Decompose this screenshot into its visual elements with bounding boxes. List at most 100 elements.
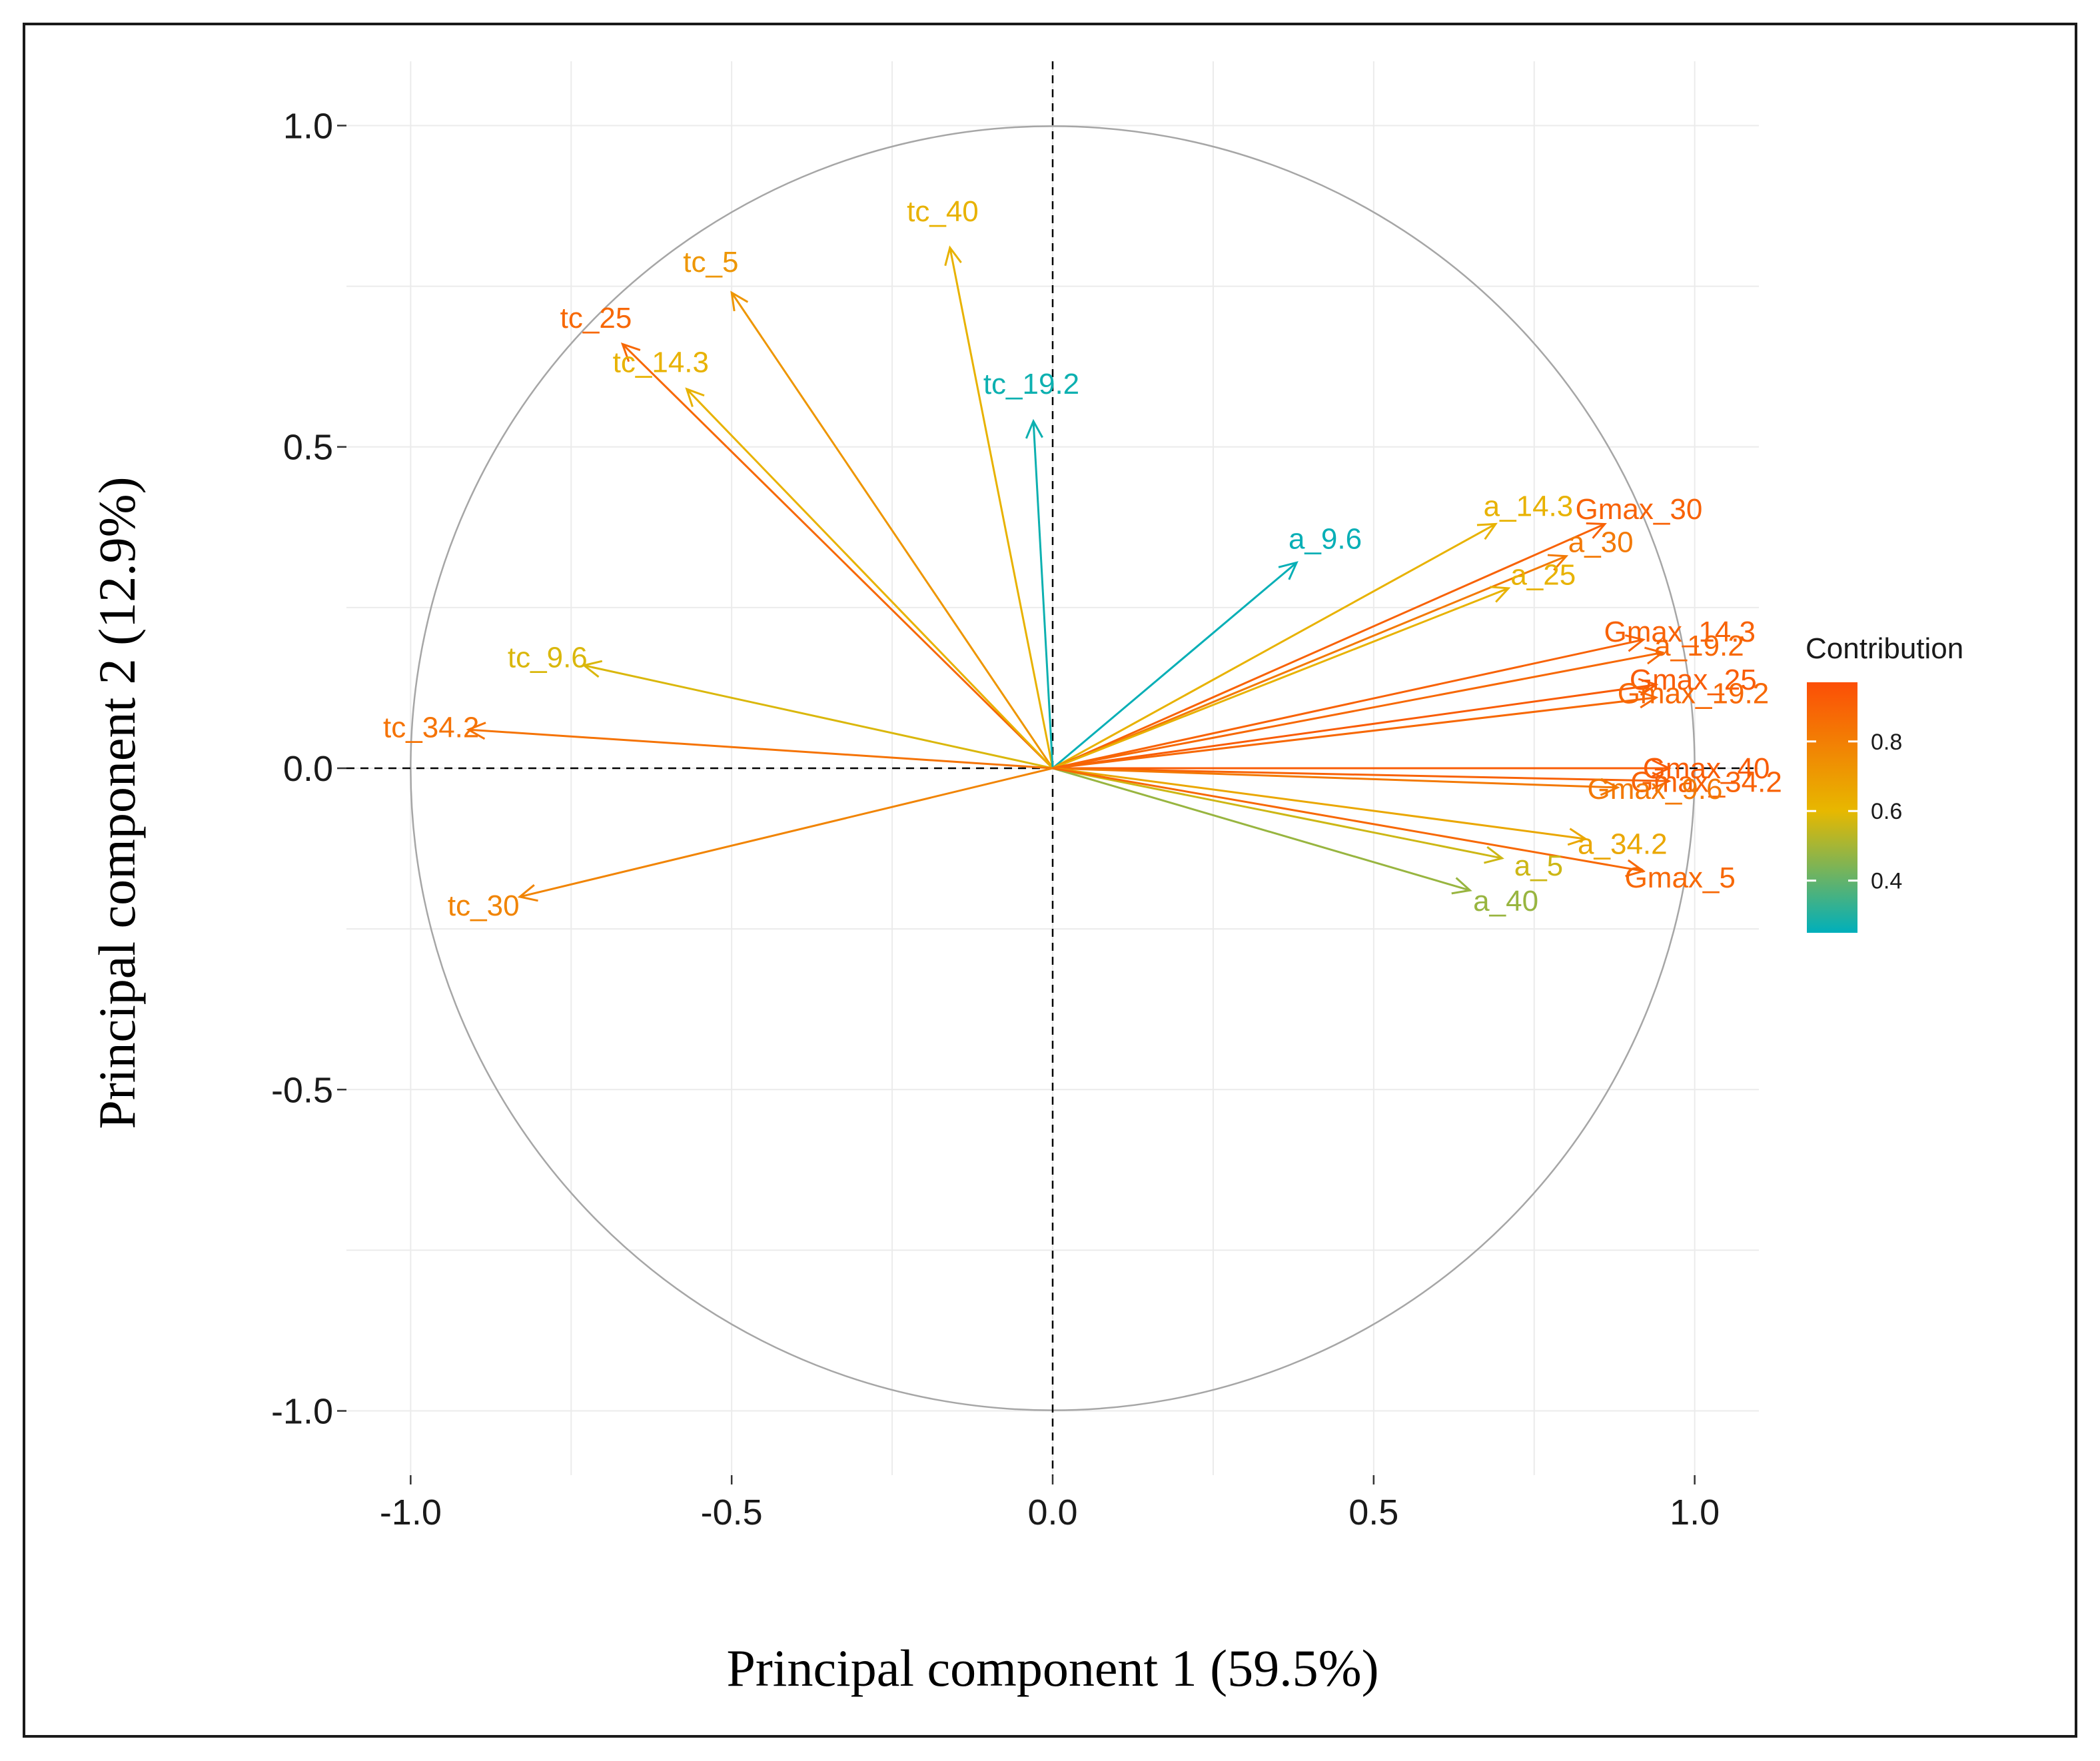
variable-label: Gmax_5 <box>1625 862 1736 894</box>
arrow-a_40 <box>1052 767 1472 895</box>
variable-label: tc_34.2 <box>383 711 479 744</box>
x-tick-label: -1.0 <box>380 1492 442 1532</box>
arrow-head <box>1625 859 1646 878</box>
arrow-shaft <box>1052 523 1496 770</box>
arrow-shaft <box>1052 767 1586 840</box>
variable-label: tc_5 <box>683 246 738 279</box>
arrow-shaft <box>1052 767 1618 789</box>
arrow-a_34.2 <box>1052 767 1588 846</box>
arrow-shaft <box>1052 767 1470 891</box>
arrow-head <box>1025 418 1043 439</box>
variable-label: tc_30 <box>448 889 520 922</box>
arrow-head <box>620 342 641 362</box>
figure-frame <box>23 23 2077 1738</box>
arrow-head <box>1638 678 1659 696</box>
variable-label: a_19.2 <box>1654 630 1744 662</box>
arrow-head <box>730 291 749 312</box>
variable-label: a_30 <box>1568 526 1634 558</box>
arrow-head <box>466 722 486 740</box>
variable-label: a_25 <box>1510 558 1576 591</box>
y-tick-label: 1.0 <box>283 106 333 146</box>
arrow-tc_5 <box>730 291 1054 769</box>
arrow-tc_30 <box>517 767 1053 902</box>
arrow-shaft <box>1052 638 1644 770</box>
arrow-tc_14.3 <box>685 387 1054 770</box>
arrow-head <box>1652 772 1672 790</box>
arrow-shaft <box>1052 562 1298 770</box>
variable-label: Gmax_40 <box>1643 752 1770 785</box>
arrow-shaft <box>1052 523 1606 770</box>
arrow-shaft <box>1032 421 1054 769</box>
arrow-head <box>517 883 538 902</box>
variable-label: Gmax_30 <box>1576 493 1703 526</box>
arrow-shaft <box>1052 651 1663 770</box>
variable-label: Gmax_14.3 <box>1604 616 1756 648</box>
y-tick-label: 0.5 <box>283 428 333 468</box>
arrow-head <box>1652 759 1672 778</box>
legend-tick-label: 0.4 <box>1871 869 1902 894</box>
arrow-head <box>1490 586 1511 603</box>
variable-label: a_40 <box>1473 885 1538 917</box>
arrow-head <box>1547 554 1569 571</box>
x-axis: -1.0 -0.5 0.0 0.5 1.0 <box>380 1475 1720 1532</box>
variable-label: a_9.6 <box>1289 522 1362 555</box>
y-axis-title: Principal component 2 (12.9%) <box>88 476 146 1129</box>
arrow-head <box>1600 778 1620 796</box>
y-tick-label: -0.5 <box>271 1070 333 1110</box>
arrow-head <box>1484 846 1504 864</box>
arrow-head <box>1451 877 1472 895</box>
arrow-shaft <box>584 664 1053 770</box>
arrow-head <box>1278 561 1299 580</box>
y-tick-label: -1.0 <box>271 1392 333 1432</box>
arrow-tc_40 <box>944 245 1054 769</box>
arrow-Gmax_25 <box>1052 678 1659 770</box>
arrow-Gmax_30 <box>1052 522 1607 770</box>
variable-label: tc_19.2 <box>983 368 1079 400</box>
arrow-shaft <box>468 728 1053 770</box>
x-tick-label: 1.0 <box>1670 1492 1720 1532</box>
arrow-shaft <box>1052 555 1567 770</box>
variable-label: Gmax_34.2 <box>1630 766 1782 798</box>
arrow-a_25 <box>1052 586 1511 770</box>
arrow-Gmax_14.3 <box>1052 634 1646 770</box>
arrow-head <box>944 245 962 267</box>
arrow-head <box>1567 828 1588 846</box>
y-axis: -1.0 -0.5 0.0 0.5 1.0 <box>271 106 346 1432</box>
legend-title: Contribution <box>1806 632 1963 665</box>
arrow-shaft <box>1052 684 1657 770</box>
arrow-shaft <box>1052 696 1656 770</box>
arrow-head <box>582 660 603 678</box>
variable-label: a_34.2 <box>1578 828 1668 860</box>
arrow-a_14.3 <box>1052 522 1498 770</box>
arrow-head <box>1624 634 1646 652</box>
variable-label: Gmax_19.2 <box>1618 677 1769 710</box>
arrow-a_5 <box>1052 767 1504 864</box>
arrow-shaft <box>1052 767 1644 872</box>
y-tick-label: 0.0 <box>283 749 333 789</box>
arrow-head <box>1644 646 1665 665</box>
arrow-tc_19.2 <box>1025 418 1054 769</box>
arrow-Gmax_9.6 <box>1052 767 1620 796</box>
legend-colorbar <box>1807 682 1857 933</box>
arrow-a_30 <box>1052 554 1569 770</box>
arrow-Gmax_34.2 <box>1052 767 1672 790</box>
arrow-head <box>1638 690 1659 709</box>
variable-label: tc_14.3 <box>613 346 709 379</box>
arrow-Gmax_19.2 <box>1052 690 1659 770</box>
arrow-head <box>1476 522 1498 540</box>
x-tick-label: -0.5 <box>701 1492 763 1532</box>
arrow-Gmax_5 <box>1052 767 1646 878</box>
arrow-shaft <box>949 247 1054 769</box>
arrow-Gmax_40 <box>1053 759 1672 778</box>
arrow-shaft <box>1052 767 1502 860</box>
legend-tick-label: 0.8 <box>1871 730 1902 755</box>
variable-label: a_14.3 <box>1484 490 1574 522</box>
arrow-shaft <box>622 343 1054 770</box>
arrow-shaft <box>519 767 1053 898</box>
arrow-a_19.2 <box>1052 646 1665 770</box>
variable-arrows <box>466 245 1672 902</box>
variable-label: tc_40 <box>907 195 979 228</box>
variable-label: tc_25 <box>560 302 632 334</box>
arrow-tc_34.2 <box>466 722 1053 770</box>
